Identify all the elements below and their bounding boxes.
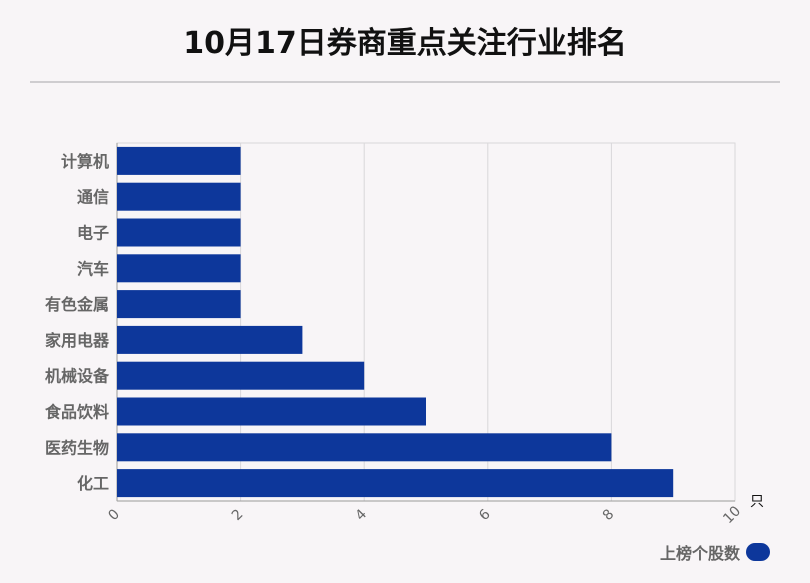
bar xyxy=(117,433,612,462)
bar xyxy=(117,325,303,354)
bar xyxy=(117,361,365,390)
legend-swatch xyxy=(746,543,771,561)
chart-title: 10月17日券商重点关注行业排名 xyxy=(183,26,627,61)
category-label: 通信 xyxy=(77,188,109,207)
bar xyxy=(117,290,241,319)
category-label: 机械设备 xyxy=(45,367,110,386)
category-label: 计算机 xyxy=(61,152,109,171)
bar xyxy=(117,254,241,283)
category-label: 家用电器 xyxy=(45,331,110,350)
bar xyxy=(117,469,674,498)
x-tick-label: 6 xyxy=(476,506,494,524)
bar xyxy=(117,218,241,247)
title-divider xyxy=(30,81,780,83)
category-label: 医药生物 xyxy=(45,438,109,457)
x-tick-label: 4 xyxy=(353,506,371,524)
x-tick-label: 0 xyxy=(105,506,123,524)
category-label: 化工 xyxy=(77,474,109,493)
category-label: 食品饮料 xyxy=(44,403,109,422)
x-tick-label: 10 xyxy=(720,503,744,527)
legend-label: 上榜个股数 xyxy=(660,544,741,563)
bar xyxy=(117,397,426,426)
x-tick-label: 2 xyxy=(229,506,247,524)
category-label: 汽车 xyxy=(77,259,109,278)
x-tick-label: 8 xyxy=(600,506,618,524)
category-label: 有色金属 xyxy=(45,295,109,314)
category-label: 电子 xyxy=(77,224,109,243)
bar xyxy=(117,182,241,211)
legend[interactable]: 上榜个股数 xyxy=(660,540,771,564)
bar xyxy=(117,146,241,175)
x-unit-label: 只 xyxy=(750,494,764,510)
